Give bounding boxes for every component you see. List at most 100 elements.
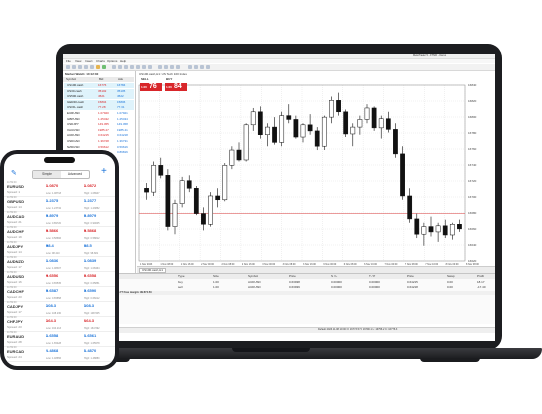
candle-body: [222, 165, 228, 201]
quote-ask[interactable]: 1.4870 8: [84, 348, 96, 357]
quote-bid[interactable]: 1.6558 2: [46, 333, 58, 342]
market-watch-row[interactable]: AUDUSD 0.64215 0.64218: [64, 133, 134, 138]
quote-ask[interactable]: 108.3 5: [84, 303, 94, 312]
menu-options[interactable]: Options: [107, 59, 118, 63]
period-h1-icon[interactable]: [200, 65, 204, 69]
terminal-icon[interactable]: [90, 65, 94, 69]
market-watch-icon[interactable]: [78, 65, 82, 69]
col-type[interactable]: Type: [178, 274, 185, 278]
tab-simple[interactable]: Simple: [33, 171, 61, 178]
quote-bid[interactable]: 164.3 3: [46, 318, 56, 327]
market-watch-row[interactable]: GER40.cash 15804 15806: [64, 99, 134, 105]
quote-row[interactable]: 11:59:00 CHFJPY Spread: 23 164.3 3 164.3 6 Low:…: [4, 316, 115, 332]
profiles-icon[interactable]: [72, 65, 76, 69]
col-ask[interactable]: Ask: [118, 77, 124, 81]
menu-help[interactable]: Help: [120, 59, 127, 63]
tab-advanced[interactable]: Advanced: [67, 172, 83, 176]
col-bid[interactable]: Bid: [99, 77, 104, 81]
market-watch-row[interactable]: US500.cash 4521 4522: [64, 94, 134, 100]
trendline-icon[interactable]: [164, 65, 168, 69]
quote-bid[interactable]: 0.6587 8: [46, 288, 58, 297]
quote-bid[interactable]: 1.0836 1: [46, 258, 58, 267]
market-watch-row[interactable]: XAUUSD 1985.27 1985.41: [64, 128, 134, 133]
market-watch-row[interactable]: US30.cash 35102 35105: [64, 88, 134, 94]
tab-chart[interactable]: US100.cash,H1: [139, 268, 167, 273]
quote-ask[interactable]: 0.6590 3: [84, 288, 96, 297]
quote-row[interactable]: 11:59:00 AUDNZD Spread: 17 1.0836 1 1.0839 1 Lo…: [4, 256, 115, 272]
ask-sup: 1: [84, 258, 86, 263]
period-d1-icon[interactable]: [206, 65, 210, 69]
menu-charts[interactable]: Charts: [96, 59, 105, 63]
quote-ask[interactable]: 98.5 1: [84, 243, 92, 252]
quote-bid[interactable]: 1.0870 1: [46, 183, 58, 192]
col-price-current[interactable]: Price: [407, 274, 414, 278]
quote-row[interactable]: 11:59:00 AUDJPY Spread: 14 98.4 9 98.5 1 Low: 9…: [4, 241, 115, 257]
new-chart-icon[interactable]: [66, 65, 70, 69]
zoom-in-icon[interactable]: [130, 65, 134, 69]
quote-bid[interactable]: 108.3 3: [46, 303, 56, 312]
quote-ask[interactable]: 1.2377 7: [84, 198, 96, 207]
quote-bid[interactable]: 0.8979 0: [46, 213, 58, 222]
col-price[interactable]: Price: [289, 274, 296, 278]
market-watch-row[interactable]: GBPUSD 1.25432 1.25434: [64, 117, 134, 122]
menu-file[interactable]: File: [66, 59, 71, 63]
new-order-icon[interactable]: [102, 65, 106, 69]
grid-icon[interactable]: [142, 65, 146, 69]
menu-insert[interactable]: Insert: [85, 59, 93, 63]
period-m1-icon[interactable]: [188, 65, 192, 69]
quote-row[interactable]: 11:59:00 GBPUSD Spread: 14 1.2375 5 1.2377 7 Lo…: [4, 196, 115, 212]
market-watch-row[interactable]: NZDUSD 0.59612 0.59616: [64, 145, 134, 150]
market-watch-row[interactable]: US100.cash 16776 16784: [64, 83, 134, 88]
period-m5-icon[interactable]: [194, 65, 198, 69]
quote-ask[interactable]: 1.6561 0: [84, 333, 96, 342]
add-symbol-icon[interactable]: +: [101, 166, 107, 177]
crosshair-icon[interactable]: [158, 65, 162, 69]
quote-row[interactable]: 11:59:00 EURCAD Spread: 24 1.4868 4 1.4870 8 Lo…: [4, 346, 115, 362]
quote-ask[interactable]: 1.0839 1: [84, 258, 96, 267]
text-icon[interactable]: [176, 65, 180, 69]
zoom-out-icon[interactable]: [136, 65, 140, 69]
quote-ask[interactable]: 0.5868 8: [84, 228, 96, 237]
market-watch-row[interactable]: EURUSD 1.07920 1.07921: [64, 111, 134, 116]
quote-bid[interactable]: 0.5866 8: [46, 228, 58, 237]
quote-bid[interactable]: 0.6556 4: [46, 273, 58, 282]
market-watch-row[interactable]: USOIL.cash 77.28 77.31: [64, 105, 134, 111]
col-profit[interactable]: Profit: [477, 274, 485, 278]
autoscroll-icon[interactable]: [148, 65, 152, 69]
quote-bid[interactable]: 1.2375 5: [46, 198, 58, 207]
col-swap[interactable]: Swap: [447, 274, 455, 278]
market-watch-row[interactable]: USDJPY 149.455 149.458: [64, 122, 134, 127]
navigator-icon[interactable]: [84, 65, 88, 69]
market-watch-row[interactable]: USDCAD 1.36728 1.36731: [64, 139, 134, 144]
quote-row[interactable]: 11:59:00 CADJPY Spread: 17 108.3 3 108.3 5 Low:…: [4, 301, 115, 317]
quote-row[interactable]: 11:59:00 CADCHF Spread: 23 0.6587 8 0.6590 3 Lo…: [4, 286, 115, 302]
sell-button[interactable]: 1.00 76: [140, 83, 162, 91]
col-symbol[interactable]: Symbol: [248, 274, 259, 278]
quote-row[interactable]: 11:59:00 AUDCAD Spread: 21 0.8979 0 0.8979 2 Lo…: [4, 211, 115, 227]
position-row[interactable]: 2023.11.08 11:53:12sell1.00AUDUSD0.63939…: [63, 285, 495, 290]
quote-row[interactable]: 11:59:00 AUDUSD Spread: 16 0.6556 4 0.6558 2 Lo…: [4, 271, 115, 287]
quote-ask[interactable]: 0.8979 2: [84, 213, 96, 222]
algo-trading-icon[interactable]: [96, 65, 100, 69]
quote-bid[interactable]: 1.4868 4: [46, 348, 58, 357]
hline-icon[interactable]: [170, 65, 174, 69]
col-size[interactable]: Size: [213, 274, 219, 278]
quote-row[interactable]: 11:59:00 EURAUD Spread: 28 1.6558 2 1.6561 0 Lo…: [4, 331, 115, 347]
buy-button[interactable]: 1.00 84: [165, 83, 187, 91]
candlestick-icon[interactable]: [118, 65, 122, 69]
col-sl[interactable]: S / L: [331, 274, 338, 278]
line-chart-icon[interactable]: [124, 65, 128, 69]
quote-ask[interactable]: 0.6558 2: [84, 273, 96, 282]
chart-window[interactable]: 16840 16820 16800 16780 16760 16740 16720 16700…: [137, 71, 495, 300]
quote-ask[interactable]: 1.0872 2: [84, 183, 96, 192]
quote-bid[interactable]: 98.4 9: [46, 243, 54, 252]
price-chart[interactable]: 16840 16820 16800 16780 16760 16740 16720 16700…: [137, 71, 495, 266]
edit-icon[interactable]: ✎: [11, 170, 17, 177]
col-tp[interactable]: T / P: [369, 274, 376, 278]
bar-chart-icon[interactable]: [112, 65, 116, 69]
menu-view[interactable]: View: [75, 59, 82, 63]
quote-row[interactable]: 11:59:00 EURUSD Spread: 1 1.0870 1 1.0872 2 Low…: [4, 181, 115, 197]
quote-ask[interactable]: 164.3 6: [84, 318, 94, 327]
quote-row[interactable]: 11:59:00 AUDCHF Spread: 19 0.5866 8 0.5868 8 Lo…: [4, 226, 115, 242]
col-symbol[interactable]: Symbol: [66, 77, 77, 81]
